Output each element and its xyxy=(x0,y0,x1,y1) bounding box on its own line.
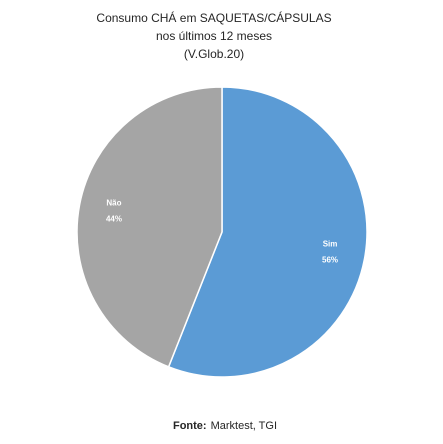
pie-slice xyxy=(76,86,223,368)
source-label: Fonte: xyxy=(173,420,207,432)
chart-title: (V.Glob.20) xyxy=(184,47,244,61)
source-text: Marktest, TGI xyxy=(211,420,277,432)
value-label: 56% xyxy=(322,256,338,265)
slice-label: Sim xyxy=(323,240,338,249)
chart-title: nos últimos 12 meses xyxy=(156,29,272,43)
chart-title: Consumo CHÁ em SAQUETAS/CÁPSULAS xyxy=(96,10,331,25)
source: Fonte: Marktest, TGI xyxy=(173,420,277,432)
value-label: 44% xyxy=(106,214,122,223)
pie-slice xyxy=(167,86,368,378)
slice-label: Não xyxy=(106,198,121,207)
